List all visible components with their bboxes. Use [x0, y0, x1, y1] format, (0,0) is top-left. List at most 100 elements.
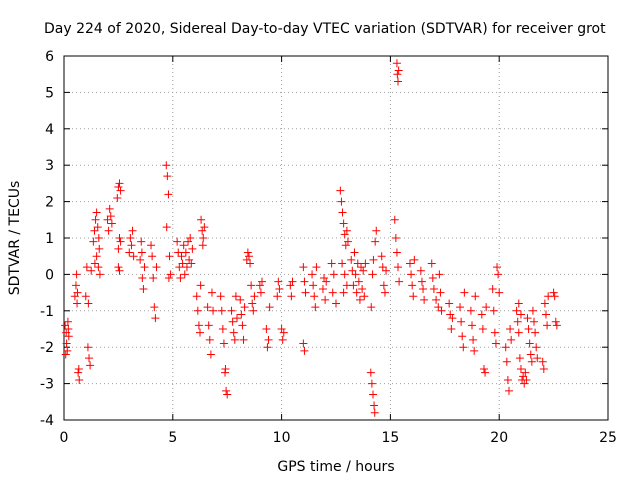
data-point — [409, 292, 418, 301]
data-point — [228, 317, 237, 326]
data-point — [327, 259, 336, 268]
data-point — [341, 241, 350, 250]
data-point — [448, 314, 457, 323]
data-point — [416, 266, 425, 275]
data-point — [340, 270, 349, 279]
data-point — [506, 325, 515, 333]
data-point — [249, 306, 258, 315]
data-point — [63, 346, 72, 355]
data-point — [185, 255, 194, 264]
data-point — [84, 299, 93, 308]
data-point — [342, 226, 351, 235]
data-point — [165, 252, 174, 261]
data-point — [95, 244, 104, 253]
x-axis-label: GPS time / hours — [277, 459, 394, 475]
data-point — [240, 303, 249, 312]
data-point — [206, 350, 215, 359]
data-point — [300, 346, 309, 355]
data-point — [275, 284, 284, 293]
data-point — [301, 288, 310, 297]
data-point — [543, 321, 552, 330]
data-point — [354, 277, 363, 286]
data-point — [139, 284, 148, 293]
data-point — [427, 259, 436, 268]
data-point — [447, 325, 456, 333]
plot-frame — [63, 55, 609, 421]
data-point — [340, 230, 349, 239]
data-point — [221, 365, 230, 374]
data-point — [182, 263, 191, 272]
data-point — [358, 284, 367, 293]
data-point — [371, 237, 380, 246]
data-point — [503, 375, 512, 384]
data-point — [549, 288, 558, 297]
data-point — [417, 277, 426, 286]
data-point — [200, 223, 209, 232]
data-point — [222, 386, 231, 395]
data-point — [204, 321, 213, 330]
data-point — [318, 284, 327, 293]
data-point — [277, 325, 286, 333]
data-point — [352, 288, 361, 297]
data-point — [199, 234, 208, 242]
x-tick-label: 20 — [490, 430, 508, 446]
data-point — [230, 335, 239, 344]
data-point — [434, 303, 443, 312]
data-point — [106, 212, 115, 221]
data-point — [73, 299, 82, 308]
data-point — [524, 325, 533, 333]
data-point — [126, 234, 135, 242]
data-point — [512, 306, 521, 315]
data-point — [367, 303, 376, 312]
data-point — [312, 263, 321, 272]
data-point — [432, 295, 441, 304]
data-point — [81, 292, 90, 301]
data-point — [196, 328, 204, 337]
data-point — [232, 314, 241, 323]
data-point — [92, 252, 101, 261]
data-point — [258, 277, 267, 286]
data-point — [223, 390, 232, 399]
data-point — [149, 274, 158, 283]
data-point — [551, 317, 560, 326]
data-point — [286, 281, 295, 290]
grid — [64, 56, 608, 420]
data-point — [528, 306, 537, 315]
data-point — [287, 292, 296, 301]
x-tick-label: 0 — [60, 430, 69, 446]
data-point — [405, 259, 414, 268]
y-tick-label: 6 — [45, 49, 54, 65]
data-point — [343, 237, 352, 246]
data-point — [349, 281, 358, 290]
data-point — [61, 350, 70, 359]
data-point — [490, 328, 499, 337]
data-point — [392, 248, 401, 257]
data-point — [163, 172, 172, 181]
data-point — [92, 208, 101, 217]
data-point — [115, 179, 124, 188]
y-tick-label: -4 — [40, 413, 54, 429]
data-point — [216, 292, 225, 301]
data-point — [350, 248, 359, 257]
y-tick-label: 2 — [45, 195, 54, 211]
data-point — [379, 281, 388, 290]
data-point — [87, 266, 96, 275]
data-point — [493, 263, 502, 272]
data-point — [378, 263, 387, 272]
data-point — [263, 343, 272, 352]
data-point — [209, 306, 218, 315]
data-point — [308, 270, 317, 279]
data-point — [243, 248, 252, 257]
data-point — [481, 368, 490, 377]
data-point — [300, 277, 309, 286]
data-point — [94, 234, 103, 242]
data-point — [114, 263, 123, 272]
data-point — [446, 310, 455, 319]
data-point — [552, 321, 561, 330]
data-point — [174, 248, 183, 257]
data-point — [273, 292, 282, 301]
y-tick-label: 5 — [45, 85, 54, 101]
data-point — [181, 248, 190, 257]
data-point — [299, 263, 308, 272]
